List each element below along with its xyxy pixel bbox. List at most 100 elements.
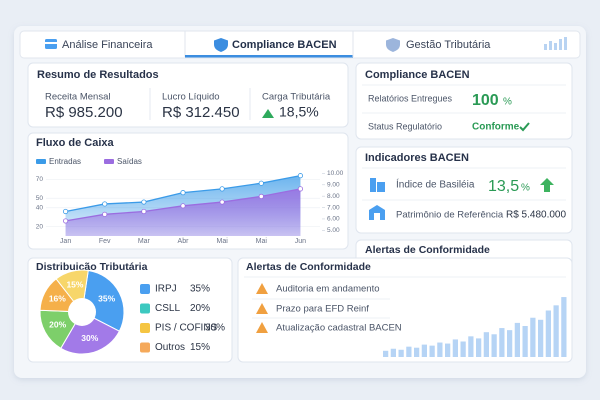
point: [141, 199, 147, 205]
alert-text: Atualização cadastral BACEN: [276, 323, 402, 334]
y-tick-label: 20: [36, 223, 44, 230]
row-value: R$ 5.480.000: [506, 210, 566, 221]
y2-tick-label: 10.00: [327, 170, 344, 177]
y-tick-label: 50: [36, 195, 44, 202]
slice-label: 20%: [49, 320, 66, 330]
card-title: Indicadores BACEN: [365, 152, 469, 164]
bar: [483, 332, 489, 357]
card-title: Alertas de Conformidade: [365, 244, 490, 256]
legend-swatch: [140, 303, 150, 314]
bar: [538, 319, 544, 357]
metric-value: R$ 312.450: [162, 104, 240, 121]
point: [62, 208, 69, 215]
bar: [476, 338, 482, 357]
legend-swatch: [104, 159, 114, 164]
y-tick-label: 40: [36, 204, 44, 211]
legend-label: IRPJ: [155, 284, 177, 295]
bar: [398, 349, 404, 357]
bar: [530, 317, 536, 357]
up-icon: [540, 178, 554, 192]
bank-icon: [374, 213, 380, 220]
tab-bar: [19, 30, 581, 59]
legend-value: 15%: [190, 342, 210, 353]
bar: [491, 334, 497, 357]
legend-value: 20%: [190, 303, 210, 314]
card-title: Compliance BACEN: [365, 69, 470, 81]
metric-value: R$ 985.200: [45, 104, 123, 121]
x-tick-label: Fev: [99, 238, 111, 245]
legend-label: Saídas: [117, 157, 142, 166]
point: [180, 203, 186, 209]
check-icon: [519, 122, 530, 132]
tab-icon: [386, 38, 400, 52]
y2-tick-label: 6.00: [327, 216, 340, 223]
x-tick-label: Jun: [295, 238, 306, 245]
bar: [514, 322, 520, 357]
metric-label: Lucro Líquido: [162, 92, 220, 103]
bar: [545, 310, 551, 357]
bank-icon: [369, 205, 385, 220]
point: [297, 173, 304, 179]
point: [219, 186, 225, 192]
bar: [390, 348, 396, 357]
legend-label: PIS / COFINS: [155, 323, 218, 334]
card-title: Distribuição Tributária: [36, 261, 148, 273]
row-label: Status Regulatório: [368, 121, 442, 131]
legend-label: Outros: [155, 342, 185, 353]
x-tick-label: Mar: [138, 238, 151, 245]
bar: [445, 343, 451, 357]
y2-tick-label: 8.00: [327, 193, 340, 200]
bar: [429, 345, 435, 357]
alert-text: Auditoria em andamento: [276, 284, 380, 295]
point: [219, 199, 225, 205]
y2-tick-label: 9.00: [327, 182, 340, 189]
point: [102, 211, 108, 217]
point: [258, 180, 264, 186]
y2-tick-label: 7.00: [327, 204, 340, 211]
tab-icon: [214, 38, 228, 52]
up-icon: [262, 109, 274, 118]
bar: [522, 326, 528, 357]
building-icon: [370, 178, 385, 192]
legend-swatch: [140, 284, 150, 294]
bar: [561, 297, 567, 357]
slice-label: 30%: [81, 333, 98, 343]
mini-chart-icon: [544, 37, 567, 50]
metric-label: Receita Mensal: [45, 92, 110, 103]
point: [297, 186, 304, 192]
tab[interactable]: Análise Financeira: [62, 39, 153, 51]
alert-row: Auditoria em andamento Prazo para EFD Re…: [256, 283, 402, 334]
legend-value: 35%: [190, 284, 210, 295]
bar: [553, 305, 559, 357]
legend-label: CSLL: [155, 303, 180, 314]
area: [65, 188, 301, 236]
legend-label: Entradas: [49, 157, 81, 166]
bar: [437, 342, 443, 357]
point: [102, 201, 108, 207]
row-label: Patrimônio de Referência: [396, 210, 504, 221]
point: [62, 218, 69, 224]
tab[interactable]: Gestão Tributária: [406, 39, 491, 51]
bar: [499, 328, 505, 357]
x-tick-label: Jan: [60, 238, 71, 245]
metric-label: Carga Tributária: [262, 92, 331, 103]
card-title: Resumo de Resultados: [37, 69, 159, 81]
bar: [383, 350, 389, 357]
row-unit: %: [521, 183, 530, 194]
bar: [406, 346, 412, 357]
slice-label: 35%: [98, 294, 115, 304]
tab[interactable]: Compliance BACEN: [232, 39, 337, 51]
x-tick-label: Mai: [256, 238, 268, 245]
bar: [414, 347, 420, 357]
metric-value: 18,5%: [279, 104, 319, 120]
point: [141, 208, 147, 215]
pie-slice: [60, 311, 121, 355]
bar: [421, 344, 427, 357]
tab-icon: [45, 42, 57, 44]
x-tick-label: Mai: [217, 238, 229, 245]
row-label: Índice de Basiléia: [396, 178, 475, 191]
x-tick-label: Abr: [178, 238, 190, 245]
slice-label: 15%: [66, 279, 83, 289]
legend-swatch: [140, 323, 150, 333]
